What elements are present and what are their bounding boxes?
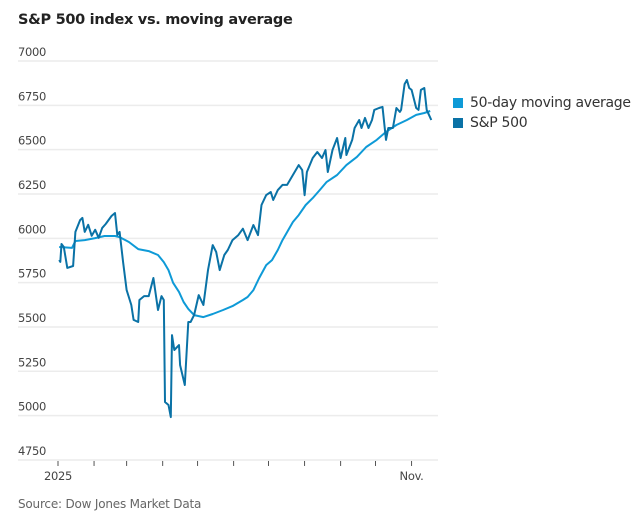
moving-average-line [59,110,431,319]
y-tick-label: 5750 [18,267,46,281]
legend-label-sp500: S&P 500 [470,115,528,131]
y-tick-label: 5500 [18,311,46,325]
series-lines [58,79,433,419]
x-tick-label: Nov. [400,469,424,483]
y-axis-labels: 4750 5000 5250 5500 5750 6000 6250 6500 6750 7000 [18,45,46,458]
y-tick-label: 6000 [18,222,46,236]
source-note: Source: Dow Jones Market Data [18,497,202,511]
y-tick-label: 5250 [18,355,46,369]
x-tick-label: 2025 [44,469,72,483]
y-tick-label: 5000 [18,400,46,414]
y-tick-label: 6500 [18,134,46,148]
y-tick-label: 4750 [18,444,46,458]
legend-swatch-sp500 [453,118,463,128]
legend-swatch-moving-average [453,98,463,108]
legend-label-moving-average: 50-day moving average [470,95,631,111]
sp500-line [58,79,433,419]
legend-item-sp500: S&P 500 [453,115,528,131]
legend-item-moving-average: 50-day moving average [453,95,631,111]
gridlines [18,60,438,461]
y-tick-label: 6750 [18,89,46,103]
y-tick-label: 6250 [18,178,46,192]
chart-title: S&P 500 index vs. moving average [18,12,293,28]
x-axis: 2025 Nov. [44,460,424,483]
y-tick-label: 7000 [18,45,46,59]
